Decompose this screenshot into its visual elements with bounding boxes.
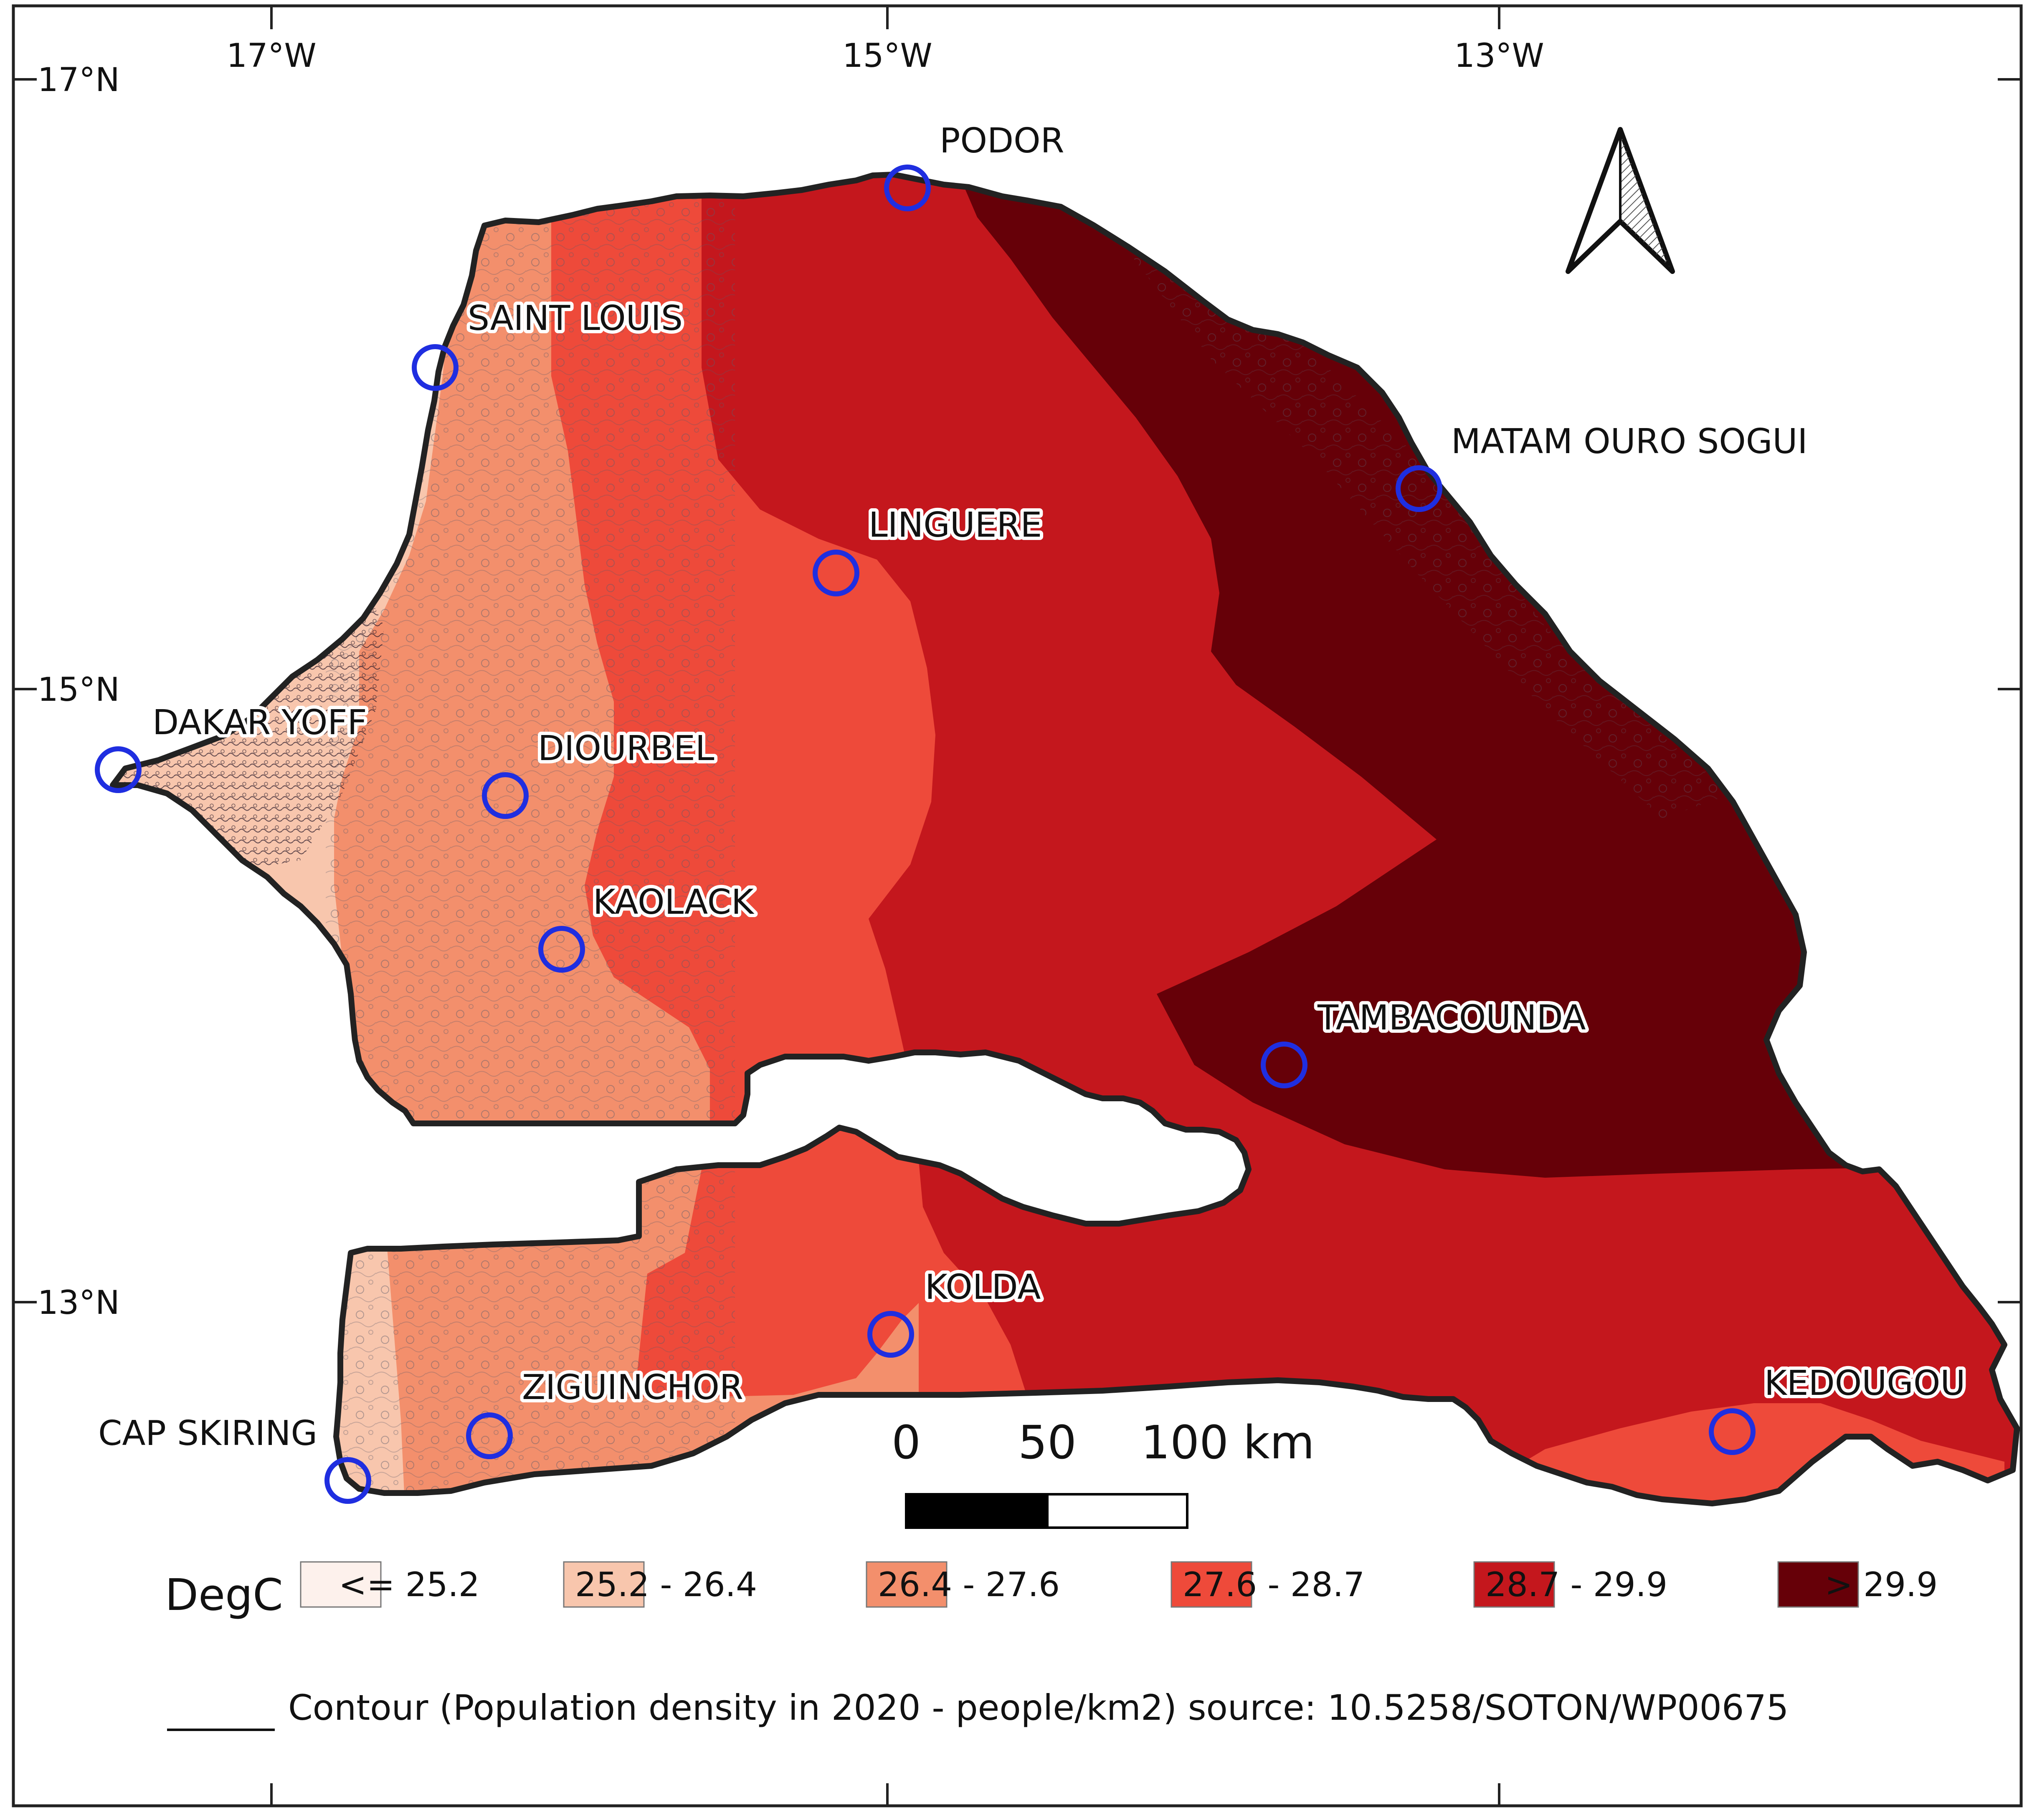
- city-marker-matam-ouro-sogui: [1396, 465, 1442, 512]
- lon-label-13w: 13°W: [1454, 37, 1544, 75]
- map-frame: [12, 4, 2023, 1807]
- scale-bar-white-segment: [1046, 1493, 1188, 1529]
- scale-label-0: 0: [892, 1416, 921, 1469]
- city-label-saint-louis: SAINT LOUIS: [468, 299, 683, 338]
- city-marker-tambacounda: [1261, 1042, 1307, 1088]
- legend-swatch: [1171, 1561, 1252, 1608]
- city-markers: PODOR SAINT LOUIS MATAM OURO SOGUI LINGUERE…: [95, 118, 1969, 1504]
- lon-label-15w: 15°W: [842, 37, 932, 75]
- city-label-cap-skiring: CAP SKIRING: [98, 1414, 317, 1453]
- city-label-ziguinchor: ZIGUINCHOR: [522, 1368, 743, 1407]
- scale-label-100km: 100 km: [1141, 1416, 1315, 1469]
- lon-label-17w: 17°W: [226, 37, 316, 75]
- legend-label: 28.7 - 29.9: [1485, 1565, 1667, 1604]
- legend-label: > 29.9: [1825, 1565, 1938, 1604]
- city-label-diourbel: DIOURBEL: [538, 729, 714, 768]
- city-marker-kaolack: [538, 926, 585, 973]
- city-marker-kedougou: [1709, 1408, 1756, 1455]
- city-label-linguere: LINGUERE: [869, 505, 1042, 545]
- legend-label: 27.6 - 28.7: [1183, 1565, 1365, 1604]
- city-marker-dakar-yoff: [95, 746, 142, 793]
- scale-bar-black-segment: [905, 1493, 1049, 1529]
- city-marker-saint-louis: [412, 344, 459, 391]
- contour-note: Contour (Population density in 2020 - pe…: [167, 1687, 1789, 1731]
- legend-title: DegC: [165, 1569, 283, 1620]
- legend-swatch: [563, 1561, 645, 1608]
- legend-label: <= 25.2: [339, 1565, 480, 1604]
- legend-swatch: [300, 1561, 382, 1608]
- north-arrow-icon: [1566, 127, 1675, 274]
- city-label-kedougou: KEDOUGOU: [1764, 1364, 1965, 1403]
- city-marker-podor: [884, 165, 931, 211]
- city-label-kaolack: KAOLACK: [593, 882, 755, 922]
- legend-swatch: [866, 1561, 948, 1608]
- city-label-dakar-yoff: DAKAR YOFF: [152, 703, 367, 743]
- city-marker-cap-skiring: [324, 1457, 371, 1504]
- graticule-ticks: [13, 6, 2021, 1806]
- graticule-labels: 17°W 15°W 13°W 17°N 15°N 13°N: [38, 37, 1544, 1322]
- scale-label-50: 50: [1018, 1416, 1077, 1469]
- city-marker-ziguinchor: [466, 1412, 513, 1459]
- lat-label-13n: 13°N: [38, 1284, 120, 1322]
- legend-label: 26.4 - 27.6: [878, 1565, 1060, 1604]
- city-label-podor: PODOR: [940, 121, 1064, 161]
- scale-bar: 0 50 100 km: [892, 1416, 1315, 1529]
- city-marker-linguere: [813, 550, 859, 596]
- lat-label-17n: 17°N: [38, 61, 120, 99]
- legend-swatch: [1473, 1561, 1555, 1608]
- city-marker-kolda: [867, 1311, 914, 1358]
- city-label-matam-ouro-sogui: MATAM OURO SOGUI: [1451, 422, 1808, 461]
- city-label-kolda: KOLDA: [925, 1267, 1041, 1307]
- population-contours-river: [1127, 251, 1733, 819]
- city-marker-diourbel: [482, 772, 529, 819]
- city-label-tambacounda: TAMBACOUNDA: [1317, 998, 1586, 1038]
- legend-label: 25.2 - 26.4: [575, 1565, 757, 1604]
- legend: DegC <= 25.2 25.2 - 26.4 26.4 - 27.6 27.6 -…: [165, 1561, 1938, 1620]
- legend-swatch: [1777, 1561, 1859, 1608]
- contour-note-text: Contour (Population density in 2020 - pe…: [288, 1687, 1789, 1728]
- population-contours-west: [326, 175, 735, 1503]
- lat-label-15n: 15°N: [38, 671, 120, 709]
